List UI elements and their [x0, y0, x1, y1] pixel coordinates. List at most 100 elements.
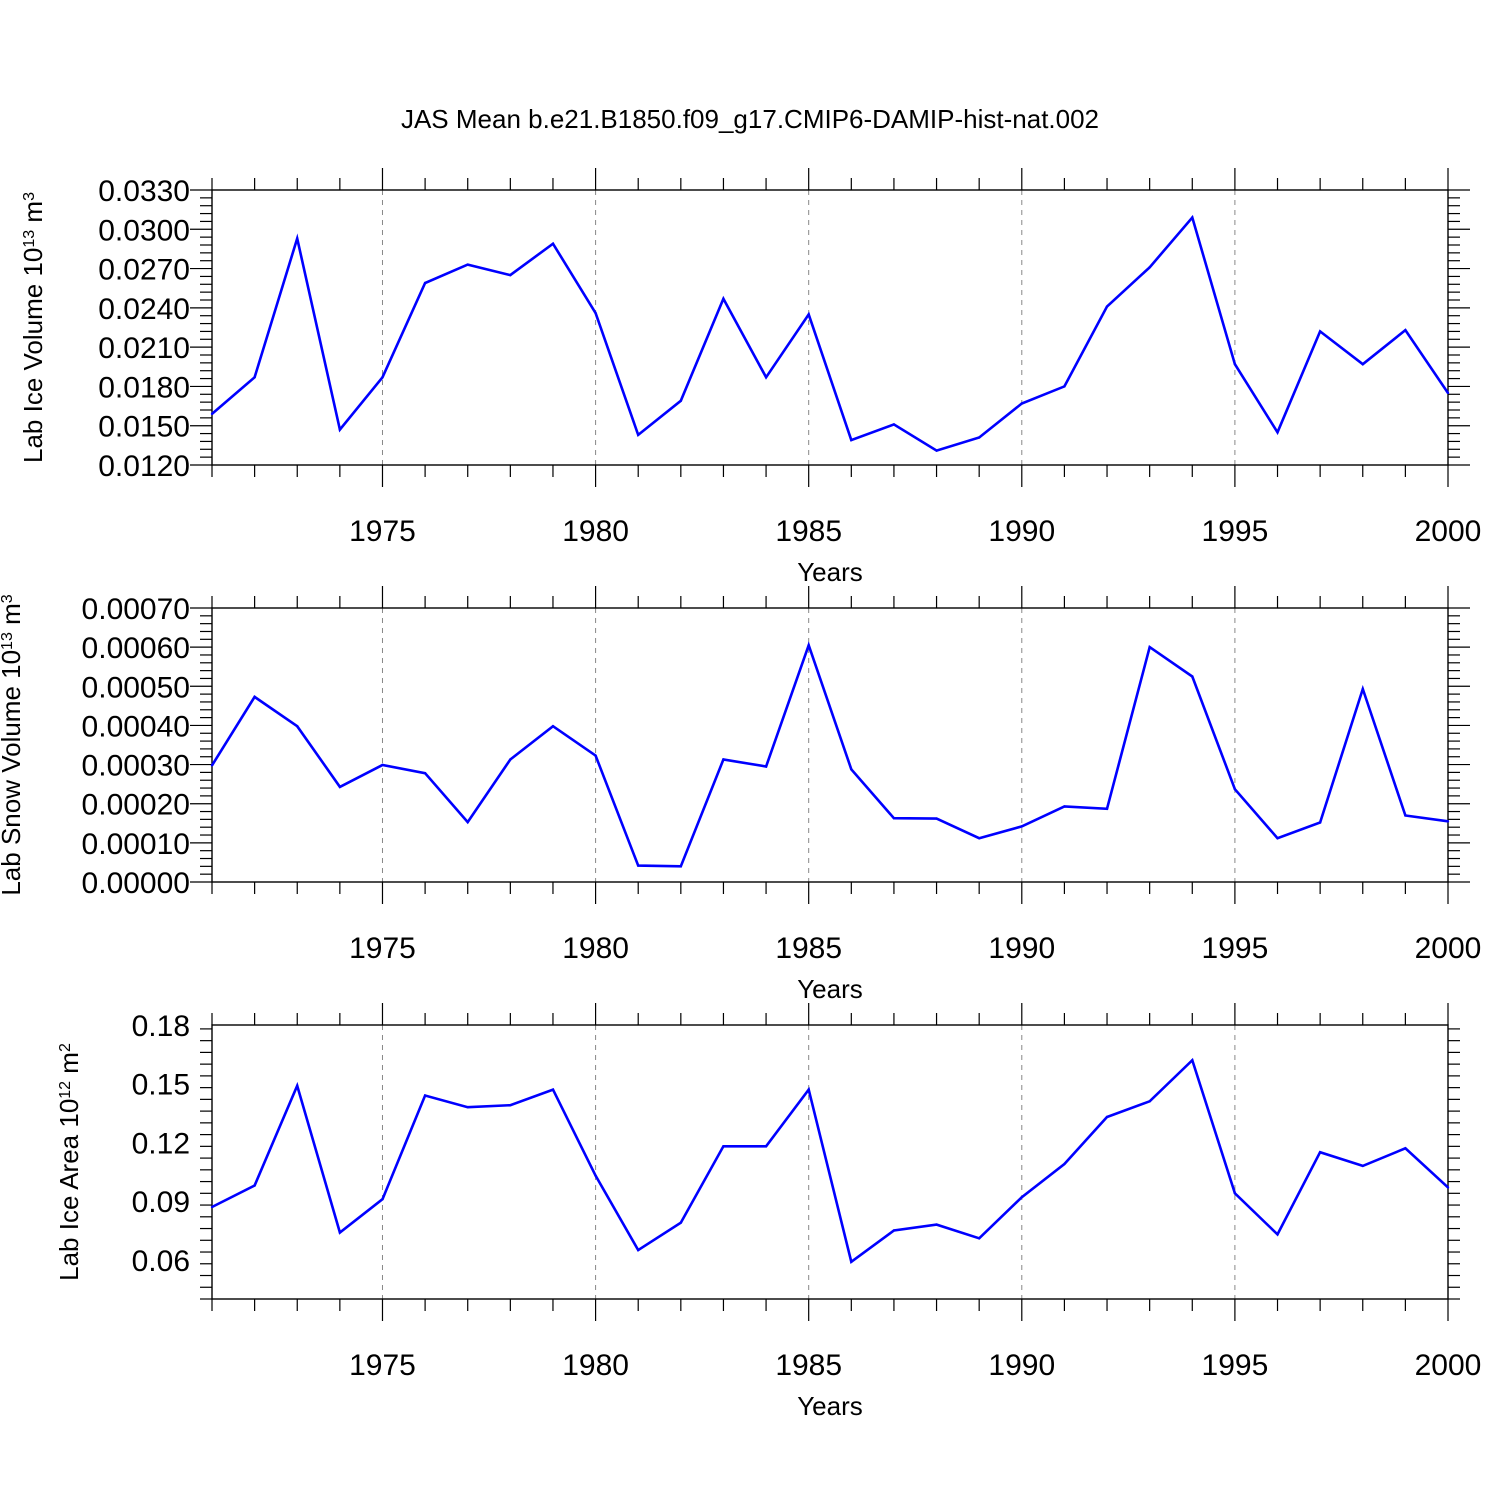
series-line — [210, 641, 1449, 868]
x-axis-label: Years — [797, 974, 863, 1004]
data-point — [338, 428, 342, 431]
data-point — [1361, 362, 1364, 366]
data-point — [296, 237, 299, 240]
x-tick-label: 1980 — [562, 932, 629, 965]
data-point — [722, 297, 725, 300]
data-point — [1148, 266, 1151, 269]
y-tick-label: 0.00010 — [82, 828, 190, 861]
data-point — [1276, 1233, 1279, 1236]
data-point — [466, 820, 469, 824]
y-axis-label: Lab Snow Volume 1013 m3 — [0, 594, 26, 895]
chart-title: JAS Mean b.e21.B1850.f09_g17.CMIP6-DAMIP… — [401, 104, 1099, 134]
x-tick-label: 2000 — [1415, 1349, 1482, 1382]
data-point — [551, 242, 555, 245]
data-point — [1148, 645, 1151, 649]
data-point — [807, 1088, 810, 1091]
plot-frame — [211, 607, 1449, 883]
y-axis-label-base: Lab Ice Volume 10 — [18, 248, 48, 463]
data-point — [1105, 305, 1109, 308]
data-point — [1404, 1147, 1407, 1150]
data-point — [722, 758, 725, 761]
data-point — [637, 433, 640, 437]
x-tick-label: 2000 — [1415, 932, 1482, 965]
y-tick-label: 0.0120 — [98, 450, 190, 483]
y-tick-label: 0.0180 — [98, 371, 190, 404]
y-tick-label: 0.18 — [132, 1010, 190, 1043]
data-point — [466, 263, 469, 266]
data-point — [1276, 431, 1279, 434]
data-point — [722, 1145, 725, 1148]
data-point — [551, 725, 555, 728]
data-point — [509, 1104, 512, 1107]
y-tick-label: 0.09 — [132, 1186, 190, 1219]
data-point — [1191, 675, 1194, 678]
x-tick-label: 1975 — [349, 515, 416, 548]
data-point — [892, 1229, 896, 1232]
y-tick-label: 0.00000 — [82, 867, 190, 900]
y-tick-label: 0.0150 — [98, 411, 190, 444]
data-point — [296, 1084, 299, 1087]
y-axis-label-unit: m — [0, 603, 26, 632]
x-tick-label: 1975 — [349, 1349, 416, 1382]
data-point — [850, 438, 853, 442]
panel-ice-area: 0.06 0.09 0.12 0.15 0.18 1975 1980 1985 1990 1995… — [54, 1003, 1481, 1421]
data-point — [1404, 814, 1407, 817]
x-tick-label: 1990 — [988, 932, 1055, 965]
data-point — [210, 412, 214, 416]
data-point — [935, 817, 938, 820]
data-point — [764, 376, 768, 379]
data-point — [1063, 1162, 1066, 1166]
y-tick-label: 0.00030 — [82, 750, 190, 783]
data-point — [679, 1221, 683, 1224]
data-point — [679, 865, 683, 868]
data-point — [679, 399, 683, 403]
y-axis-label-base: Lab Snow Volume 10 — [0, 650, 26, 896]
y-axis-label: Lab Ice Area 1012 m2 — [54, 1043, 84, 1281]
data-point — [935, 449, 938, 452]
x-tick-label: 1975 — [349, 932, 416, 965]
data-point — [381, 1197, 384, 1201]
series-line — [211, 214, 1450, 453]
y-tick-label: 0.0240 — [98, 293, 190, 326]
y-tick-label: 0.00050 — [82, 671, 190, 704]
data-point — [1020, 1196, 1023, 1199]
data-point — [892, 423, 896, 426]
data-point — [1446, 1186, 1450, 1189]
data-point — [1063, 385, 1066, 388]
data-point — [1233, 362, 1237, 366]
y-tick-label: 0.00040 — [82, 710, 190, 743]
data-point — [977, 836, 981, 840]
y-axis-label-unit-exponent: 3 — [0, 594, 16, 603]
x-tick-label: 1980 — [562, 1349, 629, 1382]
y-tick-label: 0.12 — [132, 1127, 190, 1160]
data-point — [1318, 821, 1322, 824]
data-point — [850, 1260, 853, 1264]
data-point — [423, 281, 427, 285]
data-point — [423, 1094, 427, 1097]
data-point — [1361, 1164, 1364, 1168]
y-tick-label: 0.00060 — [82, 632, 190, 665]
data-point — [466, 1106, 469, 1109]
data-point — [338, 1231, 342, 1234]
data-point — [892, 816, 896, 820]
data-point — [210, 1205, 214, 1209]
x-tick-label: 1985 — [775, 515, 842, 548]
series-line — [211, 1057, 1449, 1264]
data-point — [509, 758, 512, 761]
y-tick-label: 0.00070 — [82, 593, 190, 626]
x-tick-label: 1990 — [988, 1349, 1055, 1382]
x-tick-label: 1995 — [1202, 932, 1269, 965]
data-point — [1361, 687, 1364, 691]
data-point — [1318, 330, 1322, 333]
data-point — [423, 771, 427, 775]
x-axis-label: Years — [797, 557, 863, 587]
y-axis-label-base: Lab Ice Area 10 — [54, 1099, 84, 1281]
data-point — [210, 764, 214, 767]
data-point — [1063, 805, 1066, 808]
y-tick-label: 0.0300 — [98, 214, 190, 247]
data-point — [509, 273, 512, 277]
data-point — [637, 1248, 640, 1252]
panel-ice-volume: 0.0120 0.0150 0.0180 0.0210 0.0240 0.0270 0.03… — [18, 168, 1481, 587]
data-point — [1148, 1100, 1151, 1103]
